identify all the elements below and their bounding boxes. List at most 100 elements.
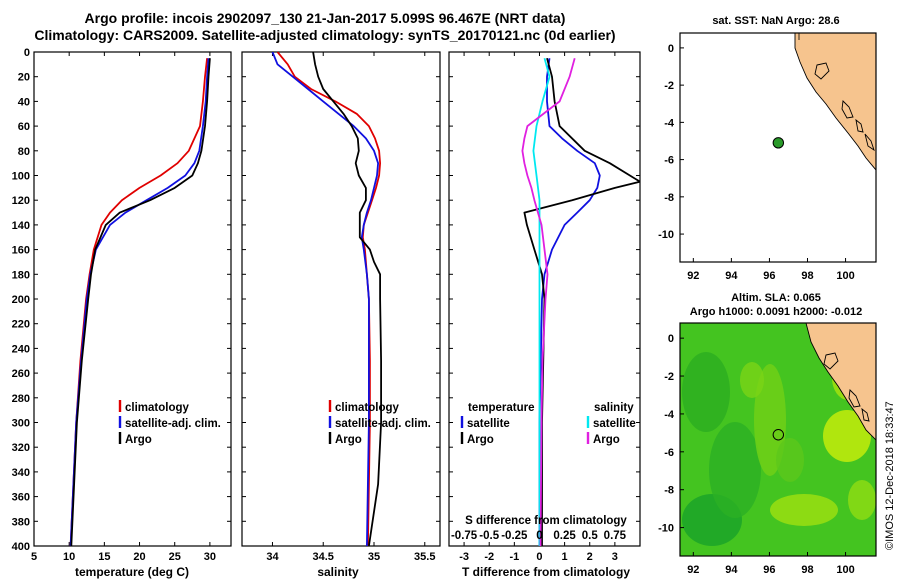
lon-tick-label: 92 [687, 270, 699, 282]
salinity-series [271, 52, 383, 546]
figure-title-line2: Climatology: CARS2009. Satellite-adjuste… [34, 27, 616, 43]
legend-label-satellite-adj: satellite-adj. clim. [125, 418, 221, 430]
difference-series [521, 57, 640, 546]
legend-heading-temperature: temperature [468, 402, 534, 414]
depth-tick-label: 360 [12, 492, 30, 504]
lat-tick-label: -4 [664, 117, 675, 129]
x-tick-label: 35.5 [414, 551, 435, 563]
sst-map-island-simeulue [814, 62, 830, 80]
x-tick-label: 2 [587, 551, 593, 563]
temperature-series [69, 58, 211, 546]
temperature-plot-area [33, 51, 232, 547]
sst-map-island-batu [855, 118, 864, 133]
sla-map-panel: Altim. SLA: 0.065 Argo h1000: 0.0091 h20… [658, 292, 877, 576]
difference-s-axis: -0.75 -0.5 -0.25 0 0.25 0.5 0.75 [451, 530, 627, 542]
salinity-panel: 34 34.5 35 35.5 salinity climatology satell… [241, 51, 441, 579]
sla-map-island-batu [861, 407, 870, 422]
lon-tick-label: 100 [836, 564, 854, 576]
lat-tick-label: -2 [664, 371, 674, 383]
sla-patch-low [682, 352, 730, 432]
x-tick-label: 1 [562, 551, 568, 563]
sla-map-subtitle: Argo h1000: 0.0091 h2000: -0.012 [690, 306, 862, 318]
sst-map-frame [679, 32, 877, 263]
legend-label-s-satellite: satellite [593, 418, 636, 430]
depth-tick-label: 220 [12, 319, 30, 331]
lat-tick-label: -6 [664, 447, 674, 459]
imos-watermark: ©IMOS 12-Dec-2018 18:33:47 [884, 401, 896, 550]
s-tick-label: 0.25 [553, 530, 576, 542]
s-tick-label: 0.5 [582, 530, 599, 542]
lat-tick-label: 0 [668, 333, 674, 345]
difference-xlabel: T difference from climatology [462, 565, 630, 579]
x-tick-label: 35 [368, 551, 380, 563]
temperature-legend: climatology satellite-adj. clim. Argo [118, 400, 221, 446]
x-tick-label: 34.5 [313, 551, 334, 563]
x-tick-label: 5 [31, 551, 37, 563]
lat-tick-label: -10 [658, 229, 674, 241]
salinity-axes: 34 34.5 35 35.5 [242, 51, 440, 563]
lat-tick-label: -6 [664, 155, 674, 167]
depth-tick-label: 120 [12, 195, 30, 207]
legend-label-t-satellite: satellite [467, 418, 510, 430]
sst-map-axes: 92 94 96 98 100 0 -2 -4 -6 -8 -10 [658, 43, 855, 282]
sst-map-land-sumatra [794, 33, 876, 171]
legend-label-t-argo: Argo [467, 434, 494, 446]
lat-tick-label: 0 [668, 43, 674, 55]
salinity-legend: climatology satellite-adj. clim. Argo [328, 400, 431, 446]
temperature-xlabel: temperature (deg C) [75, 565, 189, 579]
lat-tick-label: -8 [664, 192, 674, 204]
difference-panel: -3 -2 -1 0 1 2 3 T difference from climatology… [448, 51, 641, 579]
series-argo [70, 58, 211, 546]
series-argo [312, 52, 383, 546]
series-s-argo [521, 57, 576, 546]
salinity-plot-area [241, 51, 441, 547]
sst-map-island-mentawai [864, 133, 875, 152]
depth-tick-label: 380 [12, 516, 30, 528]
lon-tick-label: 96 [763, 270, 775, 282]
figure-title-line1: Argo profile: incois 2902097_130 21-Jan-… [84, 10, 566, 26]
temperature-diff-legend: temperature satellite Argo [460, 402, 534, 446]
lat-tick-label: -8 [664, 485, 674, 497]
sla-patch-high [823, 410, 871, 462]
x-tick-label: 15 [98, 551, 110, 563]
legend-label-climatology: climatology [335, 402, 400, 414]
sla-patch-high [848, 480, 876, 520]
sst-map-panel: sat. SST: NaN Argo: 28.6 92 94 96 98 100 0 -2 -… [658, 15, 877, 282]
depth-tick-label: 320 [12, 442, 30, 454]
temperature-panel: 0 20 40 60 80 100 120 140 160 180 200 220 240 260 280 3… [12, 47, 232, 579]
x-tick-label: -3 [459, 551, 469, 563]
sla-patch-high [740, 362, 764, 398]
difference-s-xlabel: S difference from climatology [465, 515, 627, 527]
sla-patch-high [754, 364, 786, 476]
lon-tick-label: 94 [725, 270, 738, 282]
depth-tick-label: 40 [18, 96, 30, 108]
s-tick-label: -0.5 [479, 530, 499, 542]
salinity-diff-legend: salinity satellite Argo [586, 402, 636, 446]
sla-patch-low [709, 422, 761, 518]
sla-patch-mid [776, 438, 804, 482]
series-s-satellite [532, 57, 551, 546]
sla-map-island-simeulue [823, 352, 839, 370]
legend-label-argo: Argo [335, 434, 362, 446]
s-tick-label: -0.75 [451, 530, 478, 542]
depth-tick-label: 60 [18, 121, 30, 133]
s-tick-label: 0 [536, 530, 542, 542]
sla-map-frame [679, 322, 877, 557]
depth-tick-label: 140 [12, 220, 30, 232]
depth-tick-label: 340 [12, 467, 30, 479]
depth-tick-label: 0 [24, 47, 30, 59]
lon-tick-label: 100 [836, 270, 854, 282]
sla-map-title: Altim. SLA: 0.065 [731, 292, 821, 304]
legend-label-argo: Argo [125, 434, 152, 446]
series-satellite-adj-clim- [271, 52, 380, 546]
legend-label-climatology: climatology [125, 402, 190, 414]
depth-tick-label: 240 [12, 343, 30, 355]
sst-argo-marker [772, 137, 785, 149]
series-t-argo [523, 57, 640, 546]
sla-map-axes: 92 94 96 98 100 0 -2 -4 -6 -8 -10 [658, 333, 855, 576]
difference-axes: -3 -2 -1 0 1 2 3 [449, 51, 640, 563]
depth-tick-label: 200 [12, 294, 30, 306]
lon-tick-label: 92 [687, 564, 699, 576]
depth-tick-label: 80 [18, 146, 30, 158]
